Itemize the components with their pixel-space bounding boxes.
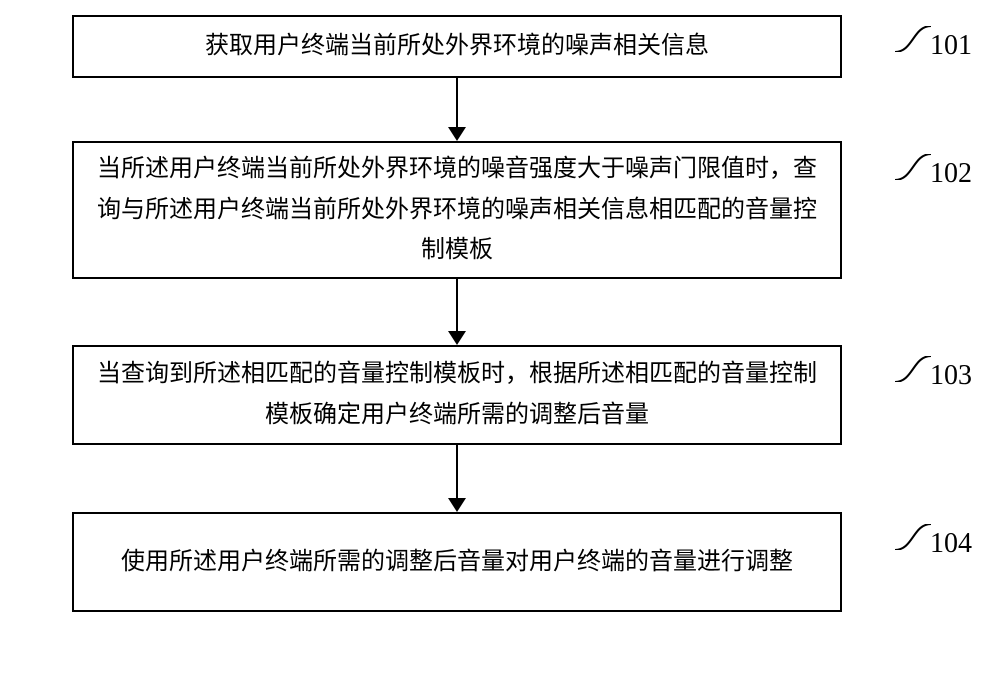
flow-node-text: 使用所述用户终端所需的调整后音量对用户终端的音量进行调整	[121, 542, 793, 583]
flow-node-4: 使用所述用户终端所需的调整后音量对用户终端的音量进行调整	[72, 512, 842, 612]
label-connector-1	[895, 26, 931, 52]
flow-arrow-2	[442, 279, 472, 345]
flow-node-label-2: 102	[930, 158, 972, 190]
label-connector-4	[895, 524, 931, 550]
flow-arrow-3	[442, 445, 472, 512]
flow-node-text: 获取用户终端当前所处外界环境的噪声相关信息	[205, 26, 709, 67]
flow-node-1: 获取用户终端当前所处外界环境的噪声相关信息	[72, 15, 842, 78]
label-connector-2	[895, 154, 931, 180]
flow-node-label-4: 104	[930, 528, 972, 560]
flow-node-text: 当查询到所述相匹配的音量控制模板时，根据所述相匹配的音量控制模板确定用户终端所需…	[94, 354, 820, 436]
flow-node-3: 当查询到所述相匹配的音量控制模板时，根据所述相匹配的音量控制模板确定用户终端所需…	[72, 345, 842, 445]
flow-arrow-1	[442, 78, 472, 141]
flow-node-2: 当所述用户终端当前所处外界环境的噪音强度大于噪声门限值时，查询与所述用户终端当前…	[72, 141, 842, 279]
flowchart-container: 获取用户终端当前所处外界环境的噪声相关信息 101 当所述用户终端当前所处外界环境的…	[0, 0, 1000, 693]
flow-node-text: 当所述用户终端当前所处外界环境的噪音强度大于噪声门限值时，查询与所述用户终端当前…	[94, 149, 820, 271]
flow-node-label-3: 103	[930, 360, 972, 392]
flow-node-label-1: 101	[930, 30, 972, 62]
label-connector-3	[895, 356, 931, 382]
